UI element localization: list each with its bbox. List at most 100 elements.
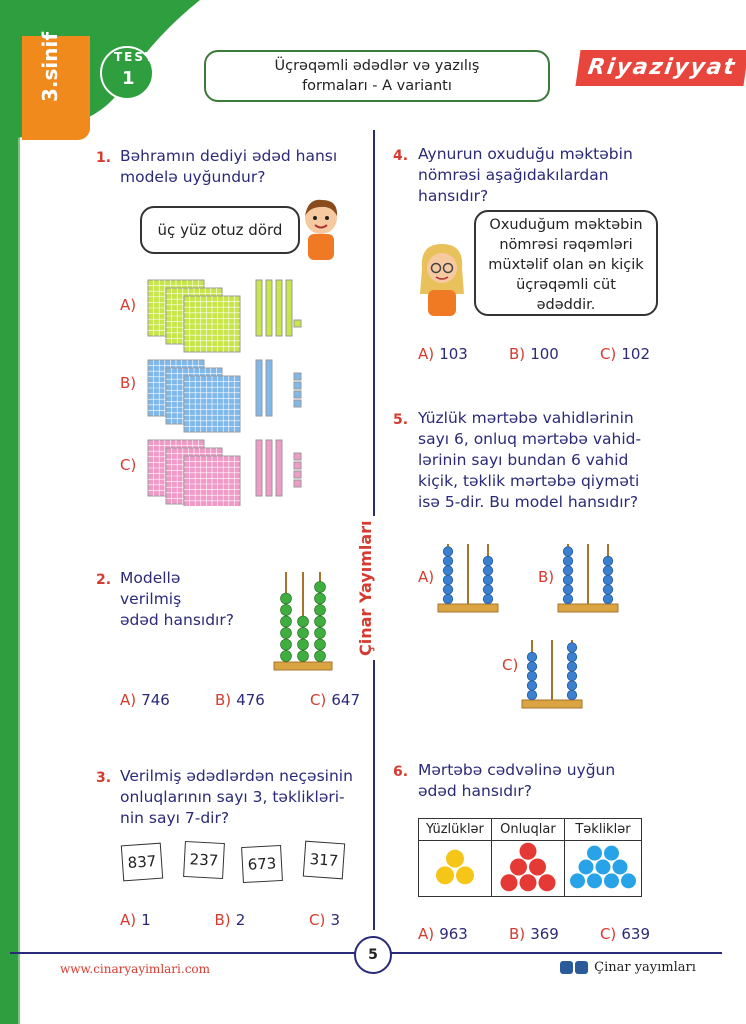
q5-text-line-1: Yüzlük mərtəbə vahidlərinin bbox=[418, 409, 634, 427]
q1-text: Bəhramın dediyi ədəd hansı modelə uyğund… bbox=[120, 146, 337, 188]
abacus-bead bbox=[314, 615, 326, 628]
q4-speech-line-4: üçrəqəmli cüt bbox=[516, 277, 616, 293]
abacus-bead bbox=[314, 592, 326, 605]
q3-text-line-3: nin sayı 7-dir? bbox=[120, 809, 230, 827]
q3-text-line-2: onluqlarının sayı 3, təklikləri- bbox=[120, 788, 345, 806]
abacus-bead bbox=[526, 651, 538, 663]
q1-option-c-label[interactable]: C) bbox=[120, 456, 137, 474]
publisher-vertical-label: Çinar Yayımları bbox=[356, 516, 375, 660]
q4-text-line-1: Aynurun oxuduğu məktəbin bbox=[418, 145, 633, 163]
q6-option-c[interactable]: C) 639 bbox=[599, 925, 650, 943]
q3-option-c[interactable]: C) 3 bbox=[309, 911, 340, 929]
q6-hundreds-counters bbox=[435, 849, 474, 884]
abacus-bead bbox=[562, 584, 574, 595]
q1-option-a-label[interactable]: A) bbox=[120, 296, 137, 314]
social-handle[interactable]: Çinar yayımları bbox=[560, 960, 696, 975]
abacus-bead bbox=[297, 650, 309, 662]
q3-option-b[interactable]: B) 2 bbox=[214, 911, 246, 929]
counter-dot bbox=[603, 872, 619, 888]
abacus-bead bbox=[566, 680, 578, 691]
q6-tens-counters bbox=[500, 842, 556, 891]
q4-option-a[interactable]: A) 103 bbox=[418, 345, 468, 363]
q2-option-b[interactable]: B) 476 bbox=[214, 691, 265, 709]
ten-rod bbox=[275, 279, 283, 337]
q2-options: A) 746 B) 476 C) 647 bbox=[120, 690, 360, 709]
q4-option-b[interactable]: B) 100 bbox=[508, 345, 559, 363]
counter-dot bbox=[595, 859, 611, 874]
abacus-bead bbox=[280, 604, 292, 616]
abacus-bead bbox=[482, 593, 494, 605]
counter-dot bbox=[586, 845, 602, 861]
title-line-1: Üçrəqəmli ədədlər və yazılış bbox=[274, 58, 480, 74]
abacus-bead bbox=[482, 565, 494, 576]
abacus-bead bbox=[482, 555, 494, 567]
q3-options: A) 1 B) 2 C) 3 bbox=[120, 910, 340, 929]
q4-option-c[interactable]: C) 102 bbox=[599, 345, 650, 363]
abacus-bead bbox=[562, 555, 574, 567]
one-cube bbox=[293, 390, 302, 399]
abacus-bead bbox=[314, 638, 326, 651]
social-label: Çinar yayımları bbox=[594, 960, 696, 975]
q4-speech-line-2: nömrəsi rəqəmləri bbox=[499, 237, 633, 253]
q2-text-line-1: Modellə bbox=[120, 569, 181, 587]
q6-table-header-row: Yüzlüklər Onluqlar Təkliklər bbox=[418, 818, 643, 841]
q1-option-b-label[interactable]: B) bbox=[120, 374, 137, 392]
abacus-bead bbox=[280, 638, 292, 651]
website-link[interactable]: www.cinaryayimlari.com bbox=[60, 962, 211, 976]
counter-dot bbox=[578, 859, 594, 874]
abacus-bead bbox=[526, 670, 538, 682]
q5-option-c-label[interactable]: C) bbox=[502, 656, 519, 674]
abacus-bead bbox=[562, 565, 574, 576]
q5-option-b-label[interactable]: B) bbox=[538, 568, 555, 586]
one-cube bbox=[293, 470, 302, 479]
q3-text: Verilmiş ədədlərdən neçəsinin onluqların… bbox=[120, 766, 353, 829]
q1-number: 1. bbox=[96, 150, 112, 166]
counter-dot bbox=[445, 849, 464, 868]
abacus-bead bbox=[280, 615, 292, 628]
q5-text-line-4: kiçik, təklik mərtəbə qiyməti bbox=[418, 472, 640, 490]
abacus-bead bbox=[280, 627, 292, 639]
q6-option-a[interactable]: A) 963 bbox=[418, 925, 468, 943]
q5-abacus-b bbox=[557, 544, 619, 613]
one-cube bbox=[293, 479, 302, 488]
q5-abacus-a bbox=[437, 544, 499, 613]
q5-text-line-2: sayı 6, onluq mərtəbə vahid- bbox=[418, 430, 642, 448]
abacus-bead bbox=[442, 593, 454, 605]
q4-number: 4. bbox=[393, 148, 409, 164]
counter-dot bbox=[500, 873, 518, 891]
q3-number: 3. bbox=[96, 770, 112, 786]
abacus-bead bbox=[602, 593, 614, 605]
counter-dot bbox=[435, 865, 454, 884]
ten-rod bbox=[255, 279, 263, 337]
page-number: 5 bbox=[354, 936, 392, 974]
q6-number: 6. bbox=[393, 764, 409, 780]
abacus-bead bbox=[566, 642, 578, 653]
q5-text-line-3: lərinin sayı bundan 6 vahid bbox=[418, 451, 629, 469]
q3-option-a[interactable]: A) 1 bbox=[120, 911, 151, 929]
ten-rod bbox=[265, 359, 273, 417]
q2-text: Modellə verilmiş ədəd hansıdır? bbox=[120, 568, 234, 631]
ten-rod bbox=[255, 439, 263, 497]
q5-option-a-label[interactable]: A) bbox=[418, 568, 435, 586]
q2-option-a[interactable]: A) 746 bbox=[120, 691, 170, 709]
abacus-bead bbox=[442, 584, 454, 595]
one-cube bbox=[293, 461, 302, 470]
abacus-bead bbox=[602, 565, 614, 576]
q6-option-b[interactable]: B) 369 bbox=[508, 925, 559, 943]
q1-text-line-2: modelə uyğundur? bbox=[120, 168, 266, 186]
q4-text-line-3: hansıdır? bbox=[418, 187, 489, 205]
q2-option-c[interactable]: C) 647 bbox=[309, 691, 360, 709]
q6-cell-hundreds bbox=[418, 840, 492, 897]
q6-options: A) 963 B) 369 C) 639 bbox=[418, 924, 650, 943]
abacus-bead bbox=[314, 650, 326, 662]
grade-tab: 3.sinif bbox=[22, 32, 90, 140]
grade-label: 3.sinif bbox=[38, 31, 62, 102]
abacus-base bbox=[557, 603, 619, 613]
q4-speech-bubble: Oxuduğum məktəbin nömrəsi rəqəmləri müxt… bbox=[474, 210, 658, 316]
q5-text: Yüzlük mərtəbə vahidlərinin sayı 6, onlu… bbox=[418, 408, 641, 513]
q6-header-ones: Təkliklər bbox=[563, 818, 643, 841]
q3-text-line-1: Verilmiş ədədlərdən neçəsinin bbox=[120, 767, 353, 785]
one-cube bbox=[293, 319, 302, 328]
subject-banner: Riyaziyyat bbox=[575, 50, 746, 86]
q6-table-value-row bbox=[418, 840, 643, 897]
